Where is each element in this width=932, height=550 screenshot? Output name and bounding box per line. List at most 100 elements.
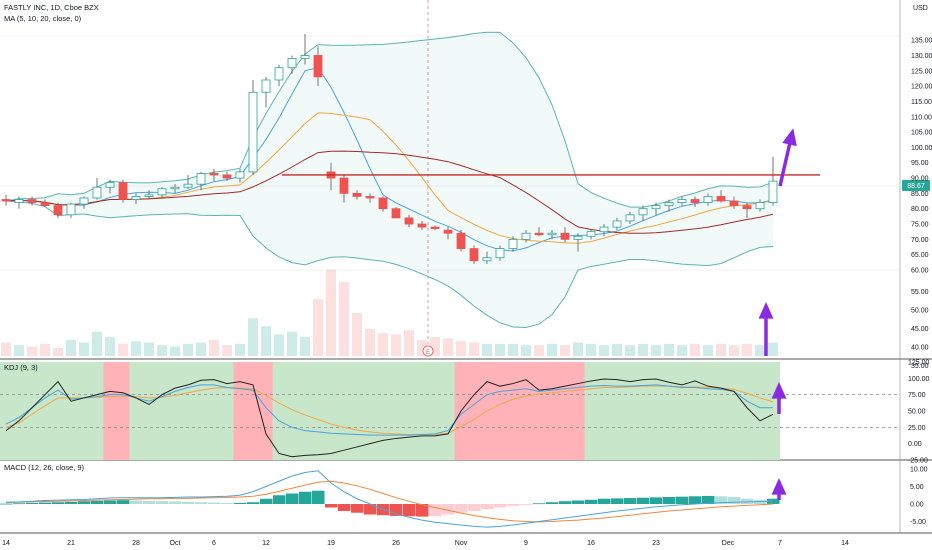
macd-signal-line: [5, 480, 774, 523]
kdj-zone: [610, 362, 624, 460]
kdj-zone: [38, 362, 52, 460]
candle-up: [755, 202, 765, 210]
kdj-zone: [675, 362, 689, 460]
price-arrow-head: [782, 128, 797, 147]
candle-up: [183, 183, 193, 188]
price-tick-label: 130.00: [911, 53, 932, 60]
kdj-zone: [545, 362, 559, 460]
candle-down: [378, 197, 388, 210]
kdj-d-line: [5, 385, 774, 436]
candle-up: [170, 186, 180, 190]
price-tick-label: 65.00: [911, 252, 929, 259]
candle-up: [612, 220, 622, 228]
macd-histogram-bar: [741, 498, 754, 504]
volume-bar: [157, 345, 167, 356]
candle-down: [391, 208, 401, 219]
macd-histogram-bar: [494, 504, 507, 508]
candle-up: [248, 91, 258, 173]
macd-histogram-bar: [156, 501, 169, 504]
kdj-zone: [532, 362, 546, 460]
candle-up: [495, 248, 505, 259]
candle-up: [547, 232, 557, 236]
macd-histogram-bar: [481, 504, 494, 510]
macd-histogram-bar: [715, 496, 728, 504]
candle-up: [651, 205, 661, 210]
kdj-zone: [168, 362, 182, 460]
last-price-badge: [902, 180, 930, 191]
volume-bar: [534, 345, 544, 356]
volume-bar: [690, 343, 700, 356]
macd-histogram-bar: [130, 500, 143, 504]
volume-bar: [222, 345, 232, 356]
x-tick-label: 12: [262, 540, 270, 547]
volume-bar: [105, 337, 115, 356]
x-tick-label: 9: [524, 540, 528, 547]
candle-up: [235, 171, 245, 179]
kdj-zone: [714, 362, 728, 460]
x-tick-label: 14: [841, 540, 849, 547]
macd-histogram-bar: [338, 504, 351, 511]
kdj-zone: [0, 362, 13, 460]
macd-histogram-bar: [403, 504, 416, 517]
macd-histogram-bar: [104, 500, 117, 504]
macd-histogram-bar: [390, 504, 403, 516]
candle-up: [144, 194, 154, 197]
macd-histogram-bar: [260, 498, 273, 504]
kdj-zone: [142, 362, 156, 460]
kdj-zone: [285, 362, 299, 460]
candle-up: [261, 79, 271, 93]
kdj-zone: [103, 362, 117, 460]
candle-down: [417, 223, 427, 228]
macd-histogram-bar: [351, 504, 364, 513]
kdj-zone: [246, 362, 260, 460]
volume-bar: [417, 339, 427, 356]
kdj-title: KDJ (9, 3): [4, 363, 38, 372]
candle-down: [365, 196, 375, 199]
axes-layer: 135.00130.00125.00120.00115.00110.00105.…: [2, 38, 932, 547]
volume-bar: [508, 343, 518, 356]
kdj-zone: [649, 362, 663, 460]
volume-bar: [430, 337, 440, 356]
volume-bar: [703, 345, 713, 356]
macd-histogram-bar: [182, 501, 195, 504]
volume-bar: [651, 345, 661, 356]
kdj-zone: [298, 362, 312, 460]
candle-up: [274, 67, 284, 81]
ma-5-line: [5, 67, 774, 252]
macd-histogram-bar: [208, 502, 221, 504]
price-tick-label: 110.00: [911, 114, 932, 121]
kdj-tick-label: 0.00: [908, 441, 922, 448]
candle-down: [339, 177, 349, 194]
candle-up: [79, 197, 89, 205]
kdj-zone: [519, 362, 533, 460]
macd-histogram-bar: [676, 496, 689, 504]
kdj-zone: [558, 362, 572, 460]
volume-bar: [586, 343, 596, 356]
macd-histogram-bar: [689, 496, 702, 504]
macd-histogram-bar: [78, 501, 91, 504]
candle-down: [313, 55, 323, 78]
macd-histogram-bar: [65, 501, 78, 504]
macd-tick-label: -5.00: [910, 519, 926, 526]
kdj-zone: [753, 362, 767, 460]
candle-up: [157, 188, 167, 196]
kdj-zone: [272, 362, 286, 460]
symbol-title: FASTLY INC, 1D, Cboe BZX: [4, 3, 99, 12]
macd-histogram-bar: [572, 500, 585, 504]
candle-down: [456, 232, 466, 249]
price-tick-label: 135.00: [911, 38, 932, 45]
volume-bar: [131, 341, 141, 356]
x-tick-label: Dec: [722, 540, 735, 547]
x-tick-label: 23: [652, 540, 660, 547]
price-tick-label: 85.00: [911, 191, 929, 198]
price-tick-label: 120.00: [911, 84, 932, 91]
kdj-zone: [467, 362, 481, 460]
kdj-zone: [207, 362, 221, 460]
candle-up: [521, 232, 531, 240]
candle-up: [664, 202, 674, 207]
volume-bar: [209, 339, 219, 356]
candle-down: [404, 217, 414, 225]
volume-bar: [482, 343, 492, 356]
x-tick-label: 16: [587, 540, 595, 547]
candle-down: [352, 192, 362, 197]
